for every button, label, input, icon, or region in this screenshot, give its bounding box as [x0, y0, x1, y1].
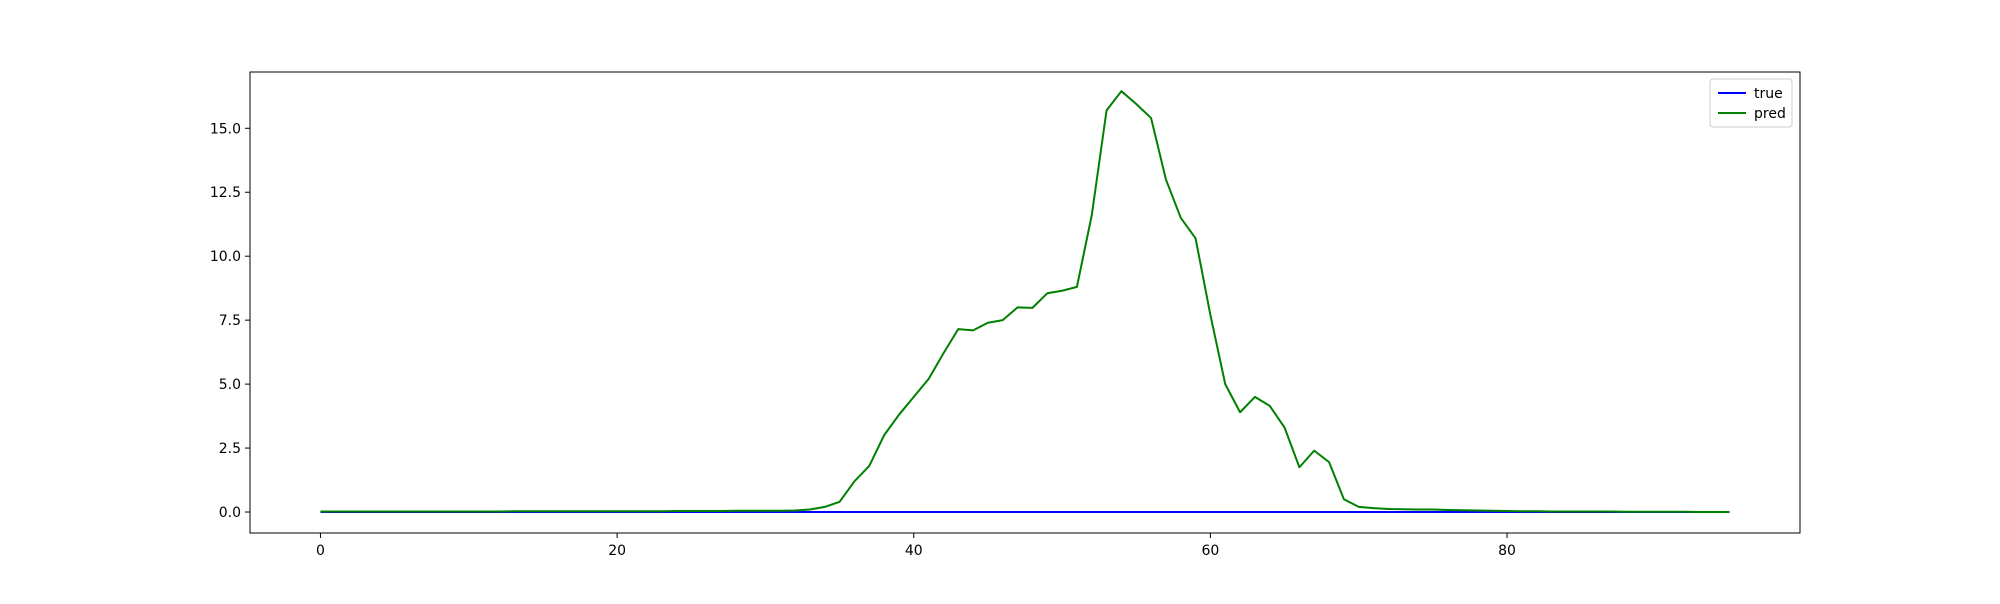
y-tick-label: 15.0 — [210, 121, 241, 137]
y-tick-label: 7.5 — [219, 313, 241, 329]
legend-label-true: true — [1754, 86, 1783, 102]
legend-box — [1709, 78, 1793, 128]
series-lines — [320, 90, 1730, 514]
y-tick-label: 0.0 — [219, 505, 241, 521]
y-tick-label: 2.5 — [219, 441, 241, 457]
y-tick-label: 5.0 — [219, 377, 241, 393]
x-tick-label: 40 — [905, 543, 923, 559]
plot-area-frame — [249, 71, 1801, 534]
legend-label-pred: pred — [1754, 106, 1786, 122]
x-axis: 0 20 40 60 80 — [316, 533, 1516, 559]
x-tick-label: 0 — [316, 543, 325, 559]
legend: true pred — [1709, 78, 1793, 128]
x-tick-label: 20 — [608, 543, 626, 559]
y-tick-label: 10.0 — [210, 249, 241, 265]
x-tick-label: 60 — [1201, 543, 1219, 559]
series-line-pred — [320, 90, 1730, 514]
y-axis: 0.0 2.5 5.0 7.5 10.0 12.5 15.0 — [210, 121, 250, 521]
x-tick-label: 80 — [1498, 543, 1516, 559]
y-tick-label: 12.5 — [210, 185, 241, 201]
